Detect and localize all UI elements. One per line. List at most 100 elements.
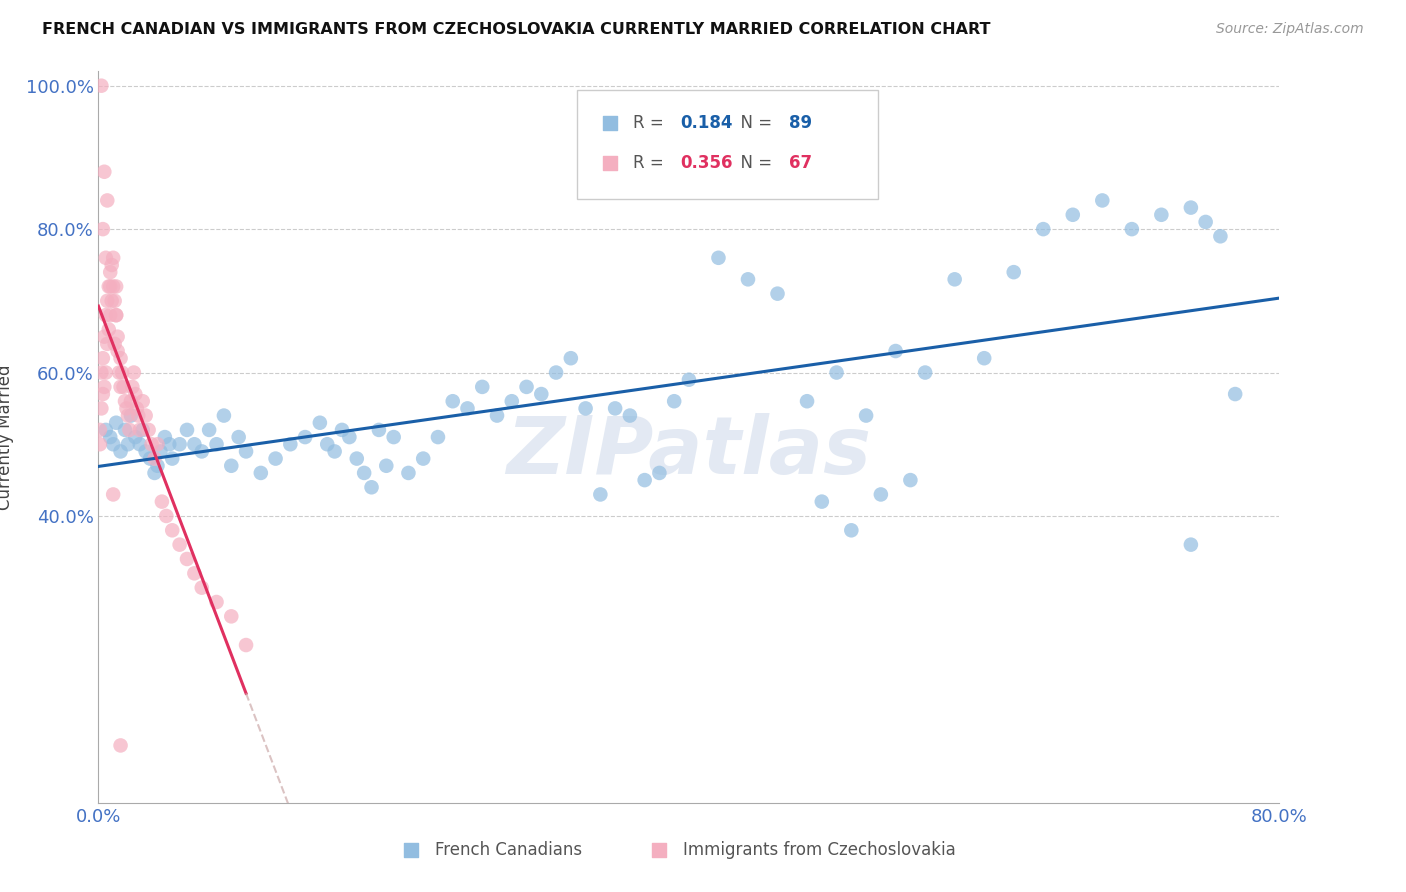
Point xyxy=(855,409,877,423)
Point xyxy=(316,437,339,451)
Point xyxy=(141,437,163,451)
Point xyxy=(125,401,148,416)
Text: R =: R = xyxy=(634,153,669,172)
Point xyxy=(149,444,172,458)
Point xyxy=(107,329,129,343)
Point xyxy=(110,351,132,366)
Point xyxy=(128,423,150,437)
Point xyxy=(150,494,173,508)
Point xyxy=(100,258,122,272)
Point xyxy=(176,423,198,437)
Point xyxy=(634,473,657,487)
Point xyxy=(162,451,183,466)
Point xyxy=(914,366,936,380)
Point xyxy=(94,308,117,322)
Point xyxy=(360,480,382,494)
Point xyxy=(110,739,132,753)
Text: 67: 67 xyxy=(789,153,813,172)
Point xyxy=(294,430,316,444)
Point xyxy=(124,430,146,444)
Point xyxy=(841,524,863,538)
Point xyxy=(1002,265,1025,279)
Text: 0.356: 0.356 xyxy=(681,153,733,172)
Point xyxy=(120,394,142,409)
Point xyxy=(90,366,112,380)
Point xyxy=(191,444,214,458)
Point xyxy=(104,293,127,308)
Point xyxy=(727,128,749,143)
Point xyxy=(737,272,759,286)
Point xyxy=(530,387,553,401)
Point xyxy=(169,437,191,451)
Point xyxy=(143,451,166,466)
FancyBboxPatch shape xyxy=(576,90,877,200)
Point xyxy=(162,524,183,538)
Point xyxy=(183,566,205,581)
Point xyxy=(1121,222,1143,236)
Point xyxy=(250,466,273,480)
Point xyxy=(221,609,243,624)
Point xyxy=(441,394,464,409)
Point xyxy=(90,78,112,93)
Point xyxy=(486,409,509,423)
Point xyxy=(117,437,139,451)
Point xyxy=(825,366,848,380)
Point xyxy=(648,466,671,480)
Point xyxy=(205,437,228,451)
Point xyxy=(91,222,114,236)
Point xyxy=(124,387,146,401)
Text: N =: N = xyxy=(730,153,778,172)
Point xyxy=(155,508,177,523)
Point xyxy=(870,487,893,501)
Point xyxy=(546,366,568,380)
Point xyxy=(221,458,243,473)
Point xyxy=(110,444,132,458)
Point xyxy=(132,394,155,409)
Point xyxy=(943,272,966,286)
Text: R =: R = xyxy=(634,113,669,131)
Text: 0.184: 0.184 xyxy=(681,113,733,131)
Point xyxy=(103,487,125,501)
Point xyxy=(198,423,221,437)
Point xyxy=(97,322,120,336)
Point xyxy=(191,581,214,595)
Point xyxy=(89,423,111,437)
Point xyxy=(105,308,128,322)
Point xyxy=(339,430,361,444)
Point xyxy=(575,401,598,416)
Point xyxy=(727,169,749,183)
Point xyxy=(375,458,398,473)
Point xyxy=(128,437,150,451)
Point xyxy=(96,293,118,308)
Point xyxy=(146,437,169,451)
Point xyxy=(103,251,125,265)
Point xyxy=(280,437,302,451)
Point xyxy=(91,351,114,366)
Point xyxy=(1150,208,1173,222)
Point xyxy=(183,437,205,451)
Point xyxy=(678,373,700,387)
Point xyxy=(1091,194,1114,208)
Point xyxy=(309,416,332,430)
Text: 89: 89 xyxy=(789,113,813,131)
Point xyxy=(90,401,112,416)
Point xyxy=(330,423,353,437)
Point xyxy=(589,487,612,501)
Point xyxy=(103,437,125,451)
Point xyxy=(1180,538,1202,552)
Point xyxy=(973,351,995,366)
Point xyxy=(103,279,125,293)
Point xyxy=(146,458,169,473)
Point xyxy=(169,538,191,552)
Point xyxy=(96,194,118,208)
Point xyxy=(235,638,257,652)
Point xyxy=(382,430,405,444)
Point xyxy=(457,401,479,416)
Point xyxy=(94,366,117,380)
Point xyxy=(1062,208,1084,222)
Point xyxy=(117,409,139,423)
Point xyxy=(1209,229,1232,244)
Y-axis label: Currently Married: Currently Married xyxy=(0,364,14,510)
Point xyxy=(664,394,686,409)
Point xyxy=(1225,387,1247,401)
